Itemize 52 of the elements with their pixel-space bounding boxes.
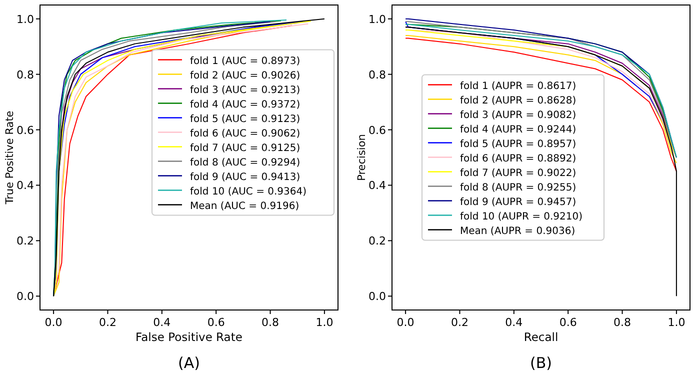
legend-label: fold 1 (AUPR = 0.8617) xyxy=(460,80,576,92)
x-tick-label: 0.6 xyxy=(559,316,577,329)
x-tick-label: 0.0 xyxy=(44,316,62,329)
legend-label: fold 9 (AUPR = 0.9457) xyxy=(460,196,576,208)
y-tick-label: 0.6 xyxy=(16,124,34,137)
x-tick-label: 1.0 xyxy=(668,316,686,329)
x-tick-label: 1.0 xyxy=(316,316,334,329)
x-tick-label: 0.8 xyxy=(614,316,632,329)
x-tick-label: 0.4 xyxy=(505,316,523,329)
legend-label: fold 5 (AUC = 0.9123) xyxy=(190,114,300,125)
legend-label: fold 3 (AUPR = 0.9082) xyxy=(460,110,576,121)
text: (A) xyxy=(178,354,200,372)
legend-label: fold 1 (AUC = 0.8973) xyxy=(190,56,300,67)
x-tick-label: 0.8 xyxy=(262,316,280,329)
legend-label: fold 2 (AUPR = 0.8628) xyxy=(460,95,576,106)
legend-label: fold 9 (AUC = 0.9413) xyxy=(190,172,300,183)
legend-label: fold 8 (AUPR = 0.9255) xyxy=(460,182,576,194)
y-tick-label: 0.6 xyxy=(368,124,386,137)
legend-label: fold 8 (AUC = 0.9294) xyxy=(190,157,300,168)
y-tick-label: 0.2 xyxy=(16,234,34,248)
y-tick-label: 0.0 xyxy=(368,290,386,304)
legend-label: fold 6 (AUC = 0.9062) xyxy=(190,128,300,140)
legend-label: fold 10 (AUPR = 0.9210) xyxy=(460,211,583,222)
x-tick-label: 0.4 xyxy=(153,316,171,329)
x-axis-title: False Positive Rate xyxy=(136,330,242,344)
legend-label: fold 10 (AUC = 0.9364) xyxy=(190,186,307,198)
legend-label: fold 7 (AUC = 0.9125) xyxy=(190,142,300,154)
text: (B) xyxy=(530,354,552,372)
y-tick-label: 0.0 xyxy=(16,290,34,304)
y-tick-label: 0.4 xyxy=(368,179,386,192)
x-tick-label: 0.2 xyxy=(450,316,468,329)
x-tick-label: 0.0 xyxy=(396,316,414,329)
legend-label: fold 2 (AUC = 0.9026) xyxy=(190,70,300,82)
legend-label: fold 6 (AUPR = 0.8892) xyxy=(460,153,576,164)
legend-label: fold 7 (AUPR = 0.9022) xyxy=(460,168,576,179)
legend-label: fold 3 (AUC = 0.9213) xyxy=(190,84,300,96)
y-tick-label: 1.0 xyxy=(368,12,386,26)
legend-label: fold 4 (AUC = 0.9372) xyxy=(190,99,300,110)
y-tick-label: 0.8 xyxy=(16,68,34,82)
legend-label: fold 4 (AUPR = 0.9244) xyxy=(460,124,576,136)
y-tick-label: 1.0 xyxy=(16,12,34,26)
x-axis-title: Recall xyxy=(524,330,558,344)
legend-label: fold 5 (AUPR = 0.8957) xyxy=(460,138,576,150)
y-tick-label: 0.4 xyxy=(16,179,34,192)
x-tick-label: 0.6 xyxy=(207,316,225,329)
y-axis-title: Precision xyxy=(356,134,368,181)
y-tick-label: 0.2 xyxy=(368,234,386,248)
y-axis-title: True Positive Rate xyxy=(4,110,16,206)
legend-label: Mean (AUPR = 0.9036) xyxy=(460,226,576,237)
legend-label: Mean (AUC = 0.9196) xyxy=(190,200,300,212)
x-tick-label: 0.2 xyxy=(98,316,116,329)
y-tick-label: 0.8 xyxy=(368,68,386,82)
